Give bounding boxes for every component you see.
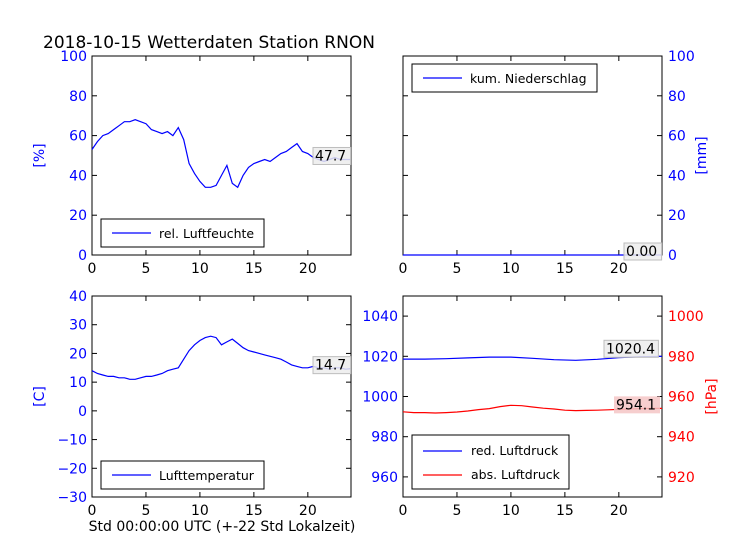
x-tick-label: 15 [556, 261, 574, 277]
panel-precipitation: 0 5 10 15 20 0 20 40 60 80 100 [mm] 0.00 kum. Nieders… [399, 49, 710, 277]
y-right-tick-label: 960 [668, 390, 695, 406]
y-tick-label: 40 [668, 168, 686, 184]
value-tag: 47.7 [315, 148, 346, 164]
legend-label: Lufttemperatur [159, 468, 255, 483]
series-line-0 [91, 119, 351, 189]
y-tick-label: 980 [371, 430, 398, 446]
y-tick-label: 30 [69, 318, 87, 334]
x-tick-label: 0 [399, 261, 408, 277]
y-tick-label: 20 [69, 346, 87, 362]
y-tick-label: 60 [668, 129, 686, 145]
x-tick-label: 0 [399, 503, 408, 519]
x-axis-label: Std 00:00:00 UTC (+-22 Std Lokalzeit) [89, 519, 356, 535]
value-tag: 14.7 [315, 358, 346, 374]
y-tick-label: 0 [78, 404, 87, 420]
y-tick-label: 40 [69, 289, 87, 305]
figure-title: 2018-10-15 Wetterdaten Station RNON [43, 33, 375, 53]
value-tag-box [623, 242, 663, 261]
x-tick-label: 10 [191, 261, 209, 277]
x-tick-label: 5 [141, 261, 150, 277]
series-line-0 [91, 335, 352, 380]
value-tag-box [603, 339, 659, 358]
value-tag: 954.1 [616, 397, 656, 413]
value-tag-box [614, 396, 660, 414]
x-tick-label: 20 [299, 261, 317, 277]
x-tick-label: 10 [191, 503, 209, 519]
y-right-tick-label: 980 [668, 349, 695, 365]
y-axis-label: [C] [32, 386, 48, 407]
x-tick-label: 15 [245, 261, 263, 277]
y-right-tick-label: 940 [668, 430, 695, 446]
y-axis-label: [hPa] [704, 378, 720, 414]
y-tick-label: 80 [69, 89, 87, 105]
y-axis-label: [mm] [694, 136, 710, 174]
y-tick-label: 100 [668, 49, 695, 65]
x-tick-label: 10 [502, 261, 520, 277]
legend-label: abs. Luftdruck [471, 467, 561, 482]
y-tick-label: −10 [57, 433, 87, 449]
x-tick-label: 5 [452, 503, 461, 519]
value-tag-box [312, 356, 352, 375]
y-right-tick-label: 920 [668, 470, 695, 486]
y-tick-label: 80 [668, 89, 686, 105]
value-tag: 0.00 [626, 244, 657, 260]
y-tick-label: 960 [371, 470, 398, 486]
x-tick-label: 0 [88, 503, 97, 519]
y-tick-label: 20 [668, 208, 686, 224]
y-tick-label: 1040 [362, 309, 398, 325]
y-tick-label: 20 [69, 208, 87, 224]
x-tick-label: 5 [452, 261, 461, 277]
x-tick-label: 10 [502, 503, 520, 519]
x-tick-label: 5 [141, 503, 150, 519]
y-tick-label: 40 [69, 168, 87, 184]
x-tick-label: 20 [610, 261, 628, 277]
legend-box [411, 434, 570, 490]
y-tick-label: 0 [78, 248, 87, 264]
value-tag: 1020.4 [606, 341, 655, 357]
y-tick-label: 1000 [362, 390, 398, 406]
x-tick-label: 15 [245, 503, 263, 519]
legend-label: kum. Niederschlag [470, 71, 587, 86]
value-tag-box [312, 146, 352, 165]
y-tick-label: 1020 [362, 349, 398, 365]
y-tick-label: 60 [69, 129, 87, 145]
y-tick-label: −20 [57, 461, 87, 477]
x-tick-label: 0 [88, 261, 97, 277]
y-right-tick-label: 1000 [668, 309, 704, 325]
y-tick-label: −30 [57, 490, 87, 506]
legend-label: rel. Luftfeuchte [159, 226, 254, 241]
x-tick-label: 15 [556, 503, 574, 519]
panel-humidity: 0 5 10 15 20 0 20 40 60 80 100 [%] 47.7 rel. Luftfeuc… [32, 49, 352, 277]
x-tick-label: 20 [610, 503, 628, 519]
y-axis-label: [%] [32, 143, 48, 167]
panel-temperature: 0 5 10 15 20 −30 −20 −10 0 10 20 30 40 [C] 14.7 Lufttem… [32, 289, 352, 519]
legend-label: red. Luftdruck [471, 443, 559, 458]
panel-pressure: 0 5 10 15 20 960 980 1000 1020 1040 920 940 960 980 10… [362, 295, 720, 519]
y-tick-label: 10 [69, 375, 87, 391]
y-tick-label: 0 [668, 248, 677, 264]
x-tick-label: 20 [299, 503, 317, 519]
y-tick-label: 100 [60, 49, 87, 65]
